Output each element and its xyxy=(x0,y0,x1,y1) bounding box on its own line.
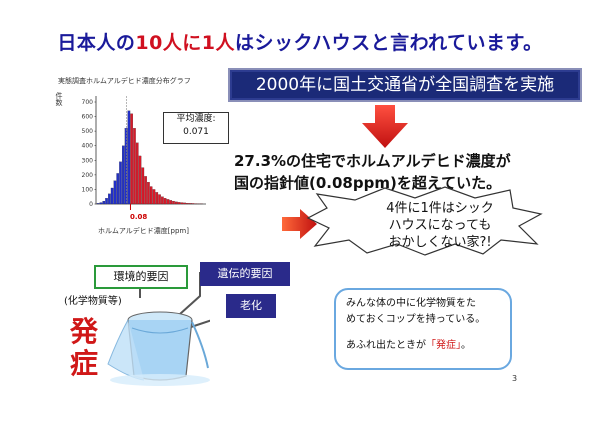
chemical-substance-label: (化学物質等) xyxy=(64,296,122,307)
histogram-bar xyxy=(141,167,145,205)
histogram-bar xyxy=(172,200,175,205)
info-onset-highlight: 「発症」 xyxy=(426,340,461,351)
y-tick-label: 500 xyxy=(82,128,94,135)
onset-char1: 発 xyxy=(70,315,99,348)
y-tick-label: 700 xyxy=(82,99,94,106)
histogram-bar xyxy=(105,198,108,205)
histogram-bar xyxy=(99,202,103,205)
onset-char2: 症 xyxy=(70,347,99,380)
right-arrow-icon xyxy=(282,209,317,239)
histogram-bar xyxy=(144,176,147,205)
histogram-bar xyxy=(110,187,114,205)
down-arrow-icon xyxy=(362,105,408,148)
overflowing-cup-illustration xyxy=(107,272,210,386)
histogram-bar xyxy=(163,198,167,205)
histogram-bar xyxy=(158,194,161,205)
explanation-box: みんな体の中に化学物質をた めておくコップを持っている。 あふれ出たときが「発症… xyxy=(334,288,512,370)
y-tick-label: 600 xyxy=(82,114,94,121)
histogram-bar xyxy=(155,192,159,205)
y-tick-label: 100 xyxy=(82,186,94,193)
histogram-bar xyxy=(102,200,106,205)
histogram-chart: 0 100 200 300 400 500 600 700 xyxy=(82,96,206,210)
histogram-bar xyxy=(147,182,150,205)
aging-tag: 老化 xyxy=(226,294,276,318)
chart-caption: 実態調査ホルムアルデヒド濃度分布グラフ xyxy=(58,77,191,85)
histogram-bar xyxy=(188,203,192,205)
histogram-bar xyxy=(133,128,136,205)
onset-label: 発 症 xyxy=(70,316,104,380)
survey-banner: 2000年に国土交通省が全国調査を実施 xyxy=(228,68,582,102)
histogram-bar xyxy=(180,202,184,205)
histogram-bar xyxy=(96,203,100,205)
histogram-bar xyxy=(183,202,186,205)
info-line3-pre: あふれ出たときが xyxy=(346,340,426,351)
burst-line2: ハウスになっても xyxy=(388,218,492,233)
histogram-bar xyxy=(138,155,142,205)
title-part1: 日本人の xyxy=(57,32,136,54)
threshold-tick-label: 0.08 xyxy=(130,213,148,221)
histogram-bar xyxy=(127,110,131,205)
y-tick-label: 400 xyxy=(82,143,94,150)
histogram-bar xyxy=(161,196,164,205)
histogram-bar xyxy=(177,202,181,205)
info-line2: めておくコップを持っている。 xyxy=(346,314,486,325)
finding-line2: 国の指針値(0.08ppm)を超えていた。 xyxy=(234,174,502,192)
genetic-factor-tag: 遺伝的要因 xyxy=(200,262,290,286)
histogram-bar xyxy=(130,113,133,205)
burst-line1: 4件に1件はシック xyxy=(386,201,494,216)
burst-text: 4件に1件はシック ハウスになっても おかしくない家?! xyxy=(340,200,540,251)
histogram-bar xyxy=(124,128,128,205)
chart-xlabel: ホルムアルデヒド濃度[ppm] xyxy=(98,227,189,235)
y-tick-label: 200 xyxy=(82,172,94,179)
histogram-bar xyxy=(152,189,156,205)
average-label: 平均濃度: xyxy=(176,114,216,124)
histogram-bar xyxy=(119,161,122,205)
finding-line1: 27.3%の住宅でホルムアルデヒド濃度が xyxy=(234,152,511,170)
chart-ylabel: 件数 xyxy=(55,92,63,106)
y-tick-label: 0 xyxy=(89,201,93,208)
survey-finding: 27.3%の住宅でホルムアルデヒド濃度が 国の指針値(0.08ppm)を超えてい… xyxy=(234,150,574,194)
average-callout: 平均濃度: 0.071 xyxy=(163,112,229,144)
histogram-bar xyxy=(135,142,139,205)
starburst-shape xyxy=(306,186,543,256)
info-line3-post: 。 xyxy=(461,340,471,351)
burst-line3: おかしくない家?! xyxy=(388,235,492,250)
slide-title: 日本人の10人に1人はシックハウスと言われています。 xyxy=(0,28,600,55)
y-tick-label: 300 xyxy=(82,157,94,164)
histogram-bar xyxy=(191,203,195,205)
histogram-bar xyxy=(122,145,125,205)
title-highlight: 10人に1人 xyxy=(135,32,236,54)
environmental-factor-tag: 環境的要因 xyxy=(94,265,188,289)
info-line3: あふれ出たときが「発症」。 xyxy=(346,338,500,354)
histogram-bar xyxy=(166,199,170,205)
histogram-bar xyxy=(149,186,153,205)
histogram-bar xyxy=(113,180,117,205)
histogram-bar xyxy=(108,193,111,205)
average-value: 0.071 xyxy=(183,127,209,137)
histogram-bar xyxy=(169,200,173,205)
info-line1: みんな体の中に化学物質をた xyxy=(346,298,476,309)
histogram-bar xyxy=(186,203,189,205)
title-part2: はシックハウスと言われています。 xyxy=(235,32,543,54)
histogram-bar xyxy=(175,201,178,205)
histogram-bar xyxy=(116,173,120,205)
page-number: 3 xyxy=(512,374,518,383)
